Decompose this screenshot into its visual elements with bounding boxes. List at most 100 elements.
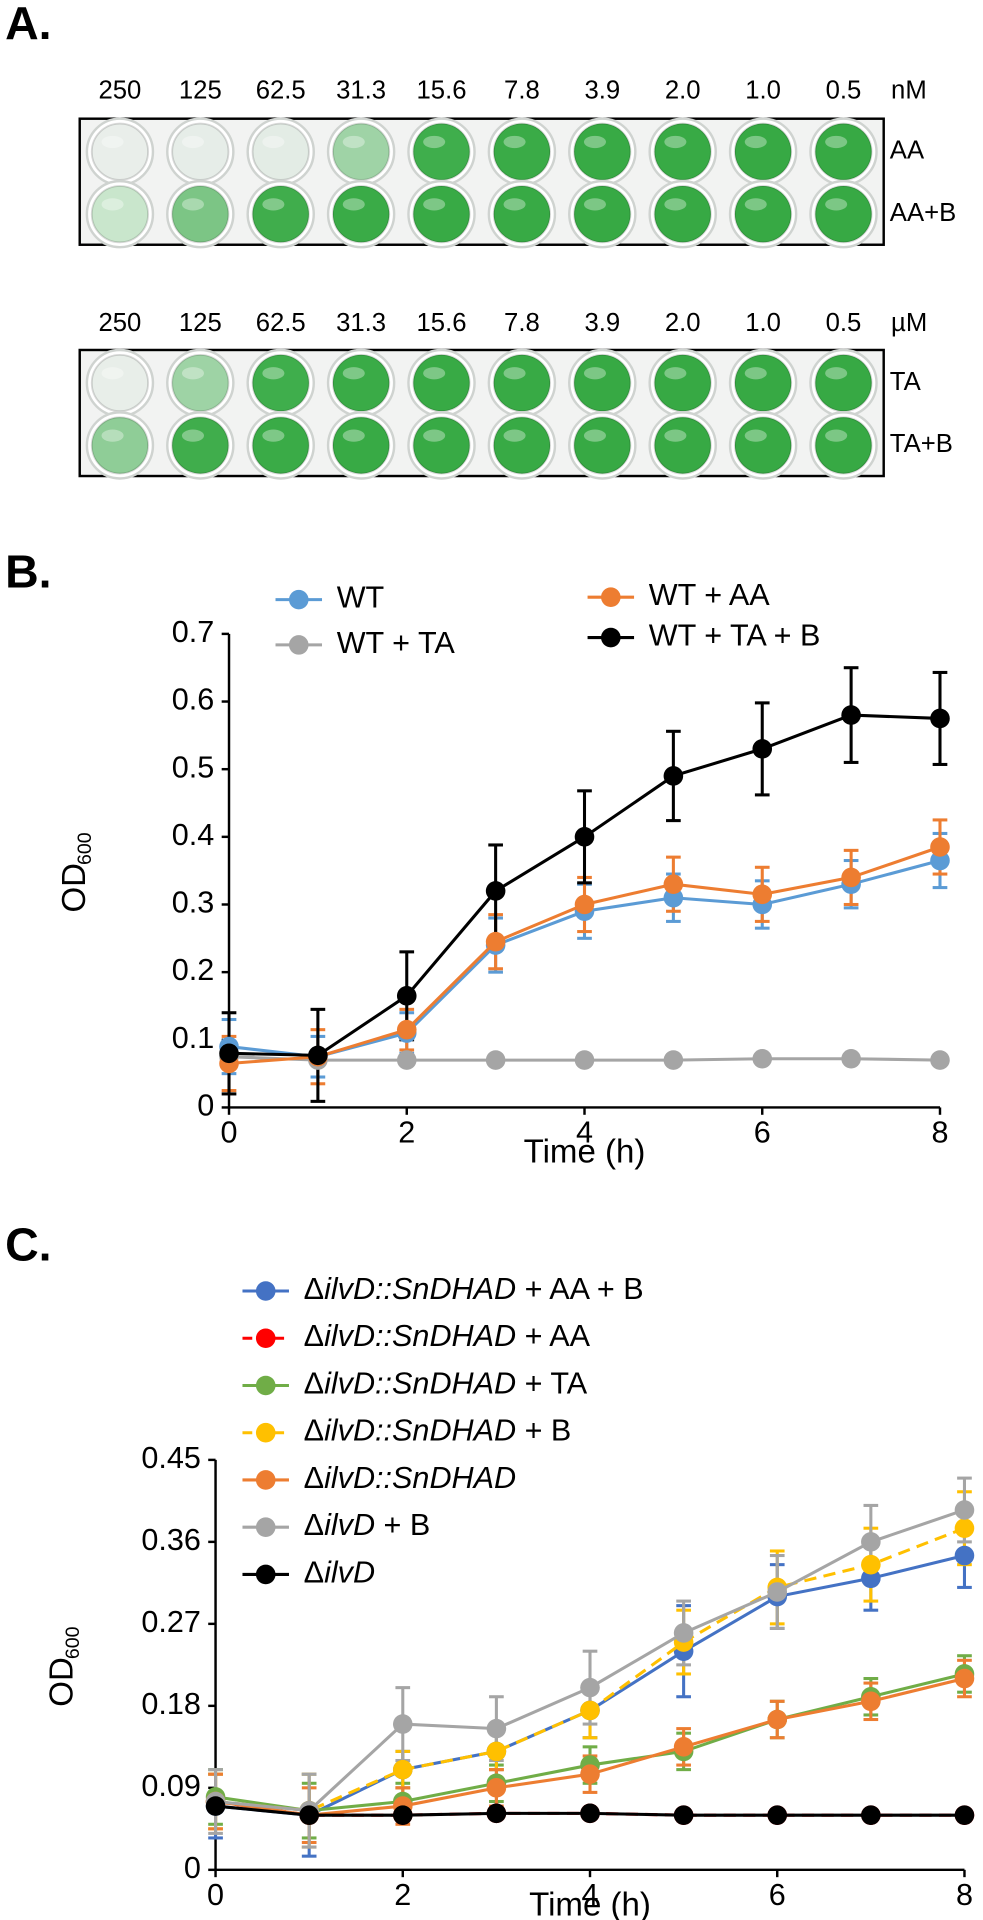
unit-label: nM: [891, 77, 927, 105]
legend-label: ΔilvD::SnDHAD + B: [304, 1414, 572, 1448]
legend-marker: [601, 627, 621, 648]
data-point: [752, 884, 773, 905]
data-point: [861, 1554, 881, 1575]
well-highlight: [503, 135, 526, 149]
data-point: [841, 1048, 861, 1069]
well-highlight: [342, 429, 365, 442]
data-point: [485, 931, 506, 952]
well: [653, 122, 712, 181]
data-point: [673, 1737, 694, 1757]
y-tick-label: 0.45: [141, 1441, 201, 1475]
data-point: [396, 1050, 417, 1070]
y-axis-title-main: OD: [44, 1657, 81, 1707]
x-tick-label: 4: [582, 1878, 599, 1912]
x-tick-label: 8: [931, 1115, 948, 1149]
well-highlight: [101, 135, 124, 149]
concentration-label: 7.8: [504, 77, 540, 105]
data-point: [752, 1048, 773, 1069]
y-tick-label: 0.1: [172, 1021, 215, 1055]
well: [573, 353, 632, 413]
legend-marker: [255, 1517, 276, 1537]
concentration-label: 125: [179, 309, 222, 337]
concentration-label: 250: [98, 77, 141, 105]
concentration-label: 2.0: [665, 77, 701, 105]
data-point: [308, 1045, 328, 1066]
x-tick-label: 0: [207, 1878, 224, 1912]
legend-marker: [255, 1422, 276, 1443]
well: [90, 122, 149, 181]
well: [814, 353, 873, 413]
legend-marker: [255, 1328, 276, 1349]
well-highlight: [583, 429, 606, 442]
data-point: [841, 867, 861, 888]
panel-label: A.: [5, 0, 52, 49]
x-axis-title: Time (h): [524, 1134, 646, 1171]
well-highlight: [664, 367, 687, 380]
well: [814, 416, 873, 475]
well: [332, 353, 391, 413]
data-point: [486, 1741, 507, 1762]
data-point: [861, 1568, 881, 1589]
well: [332, 185, 391, 244]
well-highlight: [181, 367, 204, 380]
data-point: [954, 1668, 975, 1689]
well-highlight: [583, 367, 606, 380]
well: [171, 416, 230, 475]
well-highlight: [503, 367, 526, 380]
well-highlight: [825, 135, 848, 149]
well-highlight: [181, 429, 204, 442]
data-point: [299, 1805, 319, 1825]
well: [171, 122, 230, 181]
well-highlight: [342, 198, 365, 211]
panel-label: C.: [5, 1218, 52, 1270]
data-point: [663, 874, 684, 894]
x-tick-label: 2: [394, 1878, 411, 1912]
well-highlight: [262, 429, 285, 442]
y-tick-label: 0.6: [172, 683, 215, 717]
well-highlight: [664, 429, 687, 442]
data-point: [663, 887, 684, 908]
well: [573, 416, 632, 475]
data-point: [673, 1805, 694, 1825]
data-point: [954, 1518, 975, 1538]
concentration-label: 15.6: [417, 77, 467, 105]
legend-label: WT + TA + B: [649, 619, 821, 653]
well: [814, 185, 873, 244]
well-highlight: [825, 429, 848, 442]
well-highlight: [342, 367, 365, 380]
well: [171, 185, 230, 244]
well-highlight: [101, 198, 124, 211]
data-point: [673, 1623, 694, 1643]
legend-label: ΔilvD: [304, 1556, 375, 1590]
concentration-label: 0.5: [826, 77, 862, 105]
legend-marker: [255, 1375, 276, 1396]
data-point: [392, 1805, 413, 1825]
data-point: [841, 705, 861, 725]
legend-label: ΔilvD::SnDHAD: [304, 1461, 516, 1495]
data-point: [861, 1805, 881, 1825]
concentration-label: 1.0: [745, 309, 781, 337]
well: [492, 122, 551, 181]
data-point: [574, 1050, 595, 1070]
well-highlight: [503, 429, 526, 442]
well: [251, 353, 310, 413]
concentration-label: 250: [98, 309, 141, 337]
well-highlight: [744, 198, 767, 211]
legend-marker: [255, 1564, 276, 1585]
legend-label: WT: [337, 581, 385, 615]
well-highlight: [342, 135, 365, 149]
well: [814, 122, 873, 181]
well: [251, 416, 310, 475]
well: [332, 122, 391, 181]
well-highlight: [262, 367, 285, 380]
well-highlight: [744, 135, 767, 149]
y-tick-label: 0.4: [172, 818, 215, 852]
concentration-label: 125: [179, 77, 222, 105]
data-point: [930, 708, 950, 729]
well-highlight: [503, 198, 526, 211]
well: [653, 185, 712, 244]
y-tick-label: 0.3: [172, 886, 215, 920]
data-point: [486, 1778, 507, 1798]
concentration-label: 3.9: [584, 309, 620, 337]
